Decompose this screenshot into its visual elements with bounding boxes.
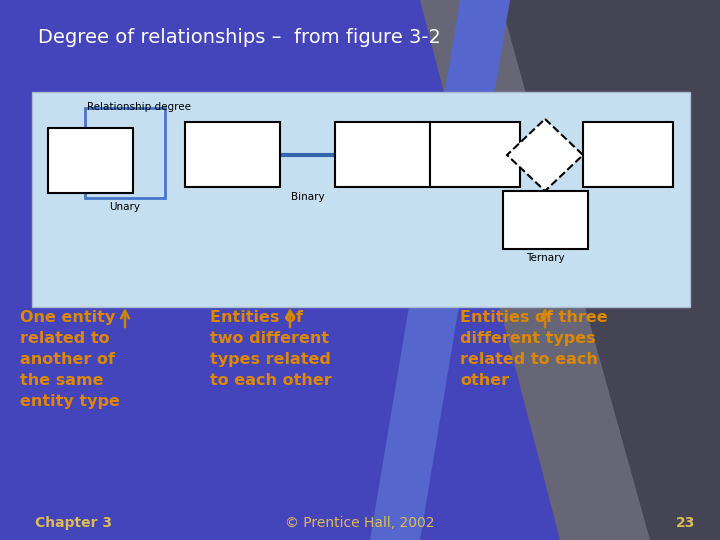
Bar xyxy=(32,92,690,307)
Polygon shape xyxy=(507,119,583,191)
Text: Degree of relationships –  from figure 3-2: Degree of relationships – from figure 3-… xyxy=(38,28,441,47)
Text: Entities of
two different
types related
to each other: Entities of two different types related … xyxy=(210,310,332,388)
Polygon shape xyxy=(370,0,510,540)
Text: Ternary: Ternary xyxy=(526,253,564,263)
Text: Relationship degree: Relationship degree xyxy=(87,102,191,112)
Bar xyxy=(430,122,520,187)
Text: Entities of three
different types
related to each
other: Entities of three different types relate… xyxy=(460,310,608,388)
Bar xyxy=(185,122,280,187)
Text: Binary: Binary xyxy=(291,192,324,202)
Polygon shape xyxy=(500,0,720,540)
Bar xyxy=(583,122,673,187)
Text: © Prentice Hall, 2002: © Prentice Hall, 2002 xyxy=(285,516,435,530)
Bar xyxy=(503,191,588,249)
Text: Unary: Unary xyxy=(109,202,140,212)
Polygon shape xyxy=(420,0,720,540)
Text: One entity
related to
another of
the same
entity type: One entity related to another of the sam… xyxy=(20,310,120,409)
Text: 23: 23 xyxy=(675,516,695,530)
Bar xyxy=(48,128,133,193)
Bar xyxy=(85,108,165,198)
Text: Chapter 3: Chapter 3 xyxy=(35,516,112,530)
Bar xyxy=(335,122,430,187)
